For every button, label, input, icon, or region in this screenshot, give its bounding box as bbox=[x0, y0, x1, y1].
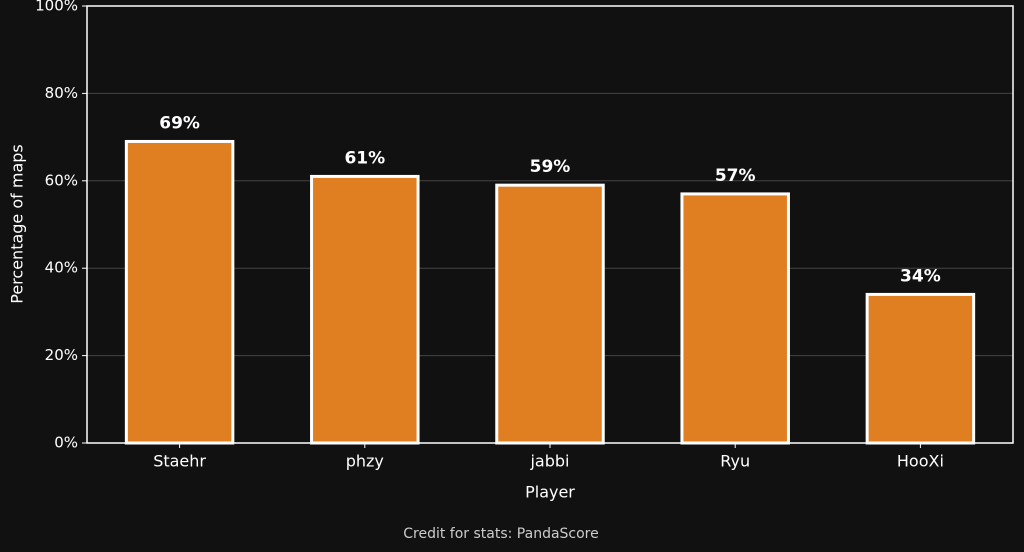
bar bbox=[865, 292, 976, 445]
x-tick-label: Ryu bbox=[720, 452, 750, 471]
data-label: 34% bbox=[900, 266, 941, 286]
x-tick-label: HooXi bbox=[897, 452, 944, 471]
bar bbox=[310, 174, 420, 445]
data-label: 59% bbox=[530, 157, 571, 177]
data-label: 69% bbox=[159, 113, 200, 133]
y-tick-label: 60% bbox=[45, 171, 78, 189]
bar bbox=[124, 139, 235, 445]
y-tick-label: 100% bbox=[35, 0, 78, 15]
x-tick-label: Staehr bbox=[153, 452, 206, 471]
x-tick-label: phzy bbox=[346, 452, 384, 471]
y-axis-label: Percentage of maps bbox=[8, 144, 27, 303]
y-tick-label: 0% bbox=[54, 434, 78, 452]
y-tick-label: 80% bbox=[45, 84, 78, 102]
bar bbox=[680, 192, 790, 445]
bar bbox=[495, 183, 605, 445]
y-tick-label: 20% bbox=[45, 346, 78, 364]
x-axis-label: Player bbox=[525, 483, 575, 502]
caption: Credit for stats: PandaScore bbox=[403, 526, 599, 542]
data-label: 61% bbox=[344, 148, 385, 168]
y-tick-label: 40% bbox=[45, 259, 78, 277]
x-tick-label: jabbi bbox=[529, 452, 569, 471]
data-label: 57% bbox=[715, 166, 756, 186]
